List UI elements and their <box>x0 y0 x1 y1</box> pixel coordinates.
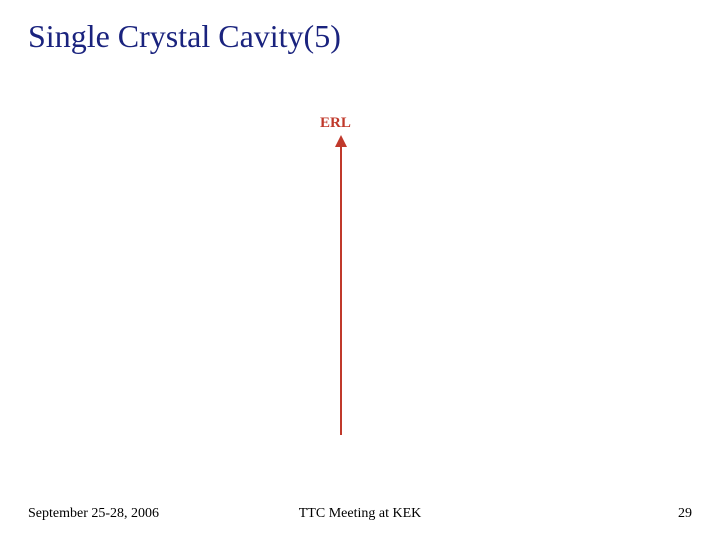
erl-arrow-head-icon <box>335 135 347 147</box>
erl-label: ERL <box>320 115 351 132</box>
footer-date: September 25-28, 2006 <box>28 506 159 522</box>
footer-page-number: 29 <box>678 506 692 522</box>
slide-title: Single Crystal Cavity(5) <box>28 18 341 55</box>
footer-venue: TTC Meeting at KEK <box>299 506 421 522</box>
erl-arrow-shaft <box>340 147 342 435</box>
erl-arrow <box>335 135 347 435</box>
